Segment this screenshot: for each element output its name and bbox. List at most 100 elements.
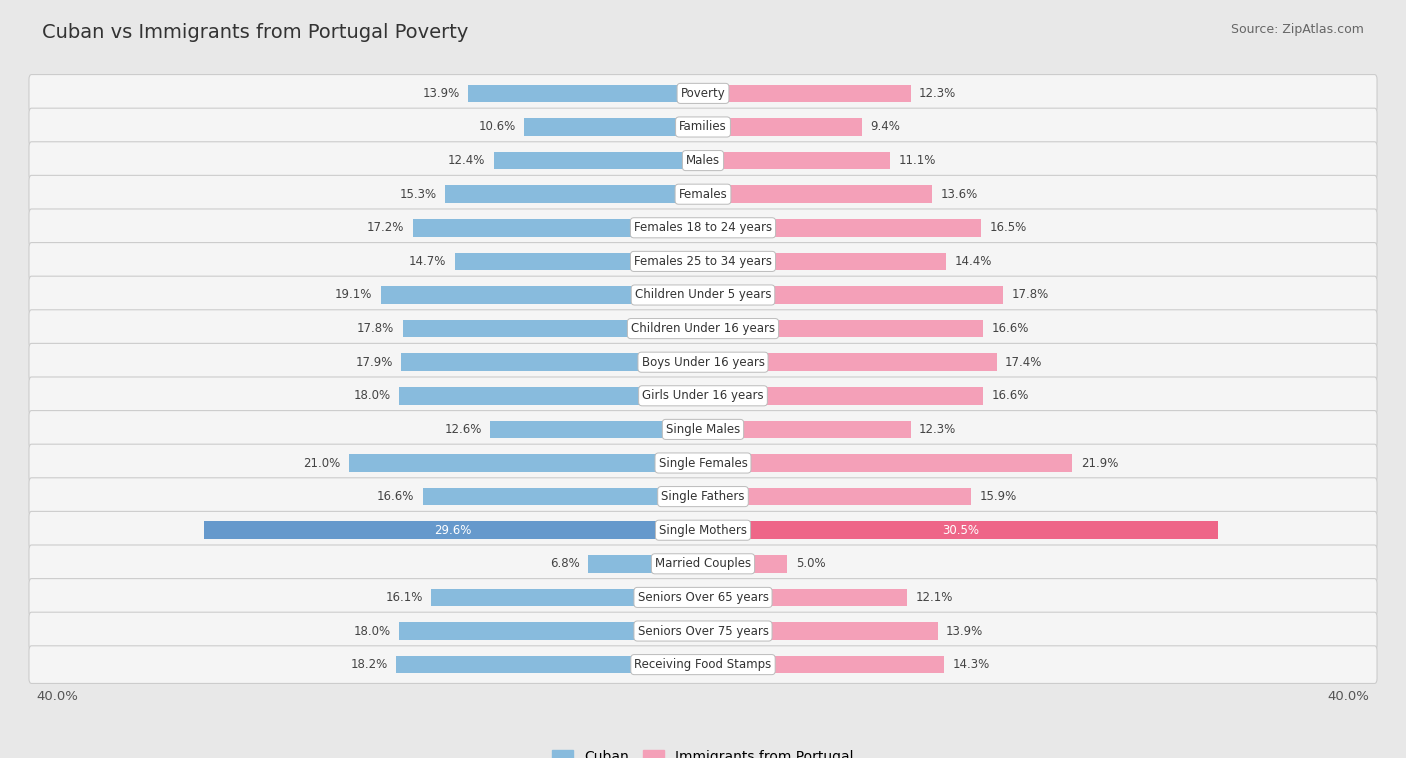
Text: 9.4%: 9.4% <box>870 121 900 133</box>
FancyBboxPatch shape <box>30 310 1376 347</box>
Text: Families: Families <box>679 121 727 133</box>
Text: 17.2%: 17.2% <box>367 221 405 234</box>
FancyBboxPatch shape <box>30 444 1376 482</box>
Text: 40.0%: 40.0% <box>37 690 79 703</box>
Bar <box>494 152 703 169</box>
Bar <box>703 152 890 169</box>
Bar <box>468 85 703 102</box>
Text: 14.7%: 14.7% <box>409 255 447 268</box>
Text: 30.5%: 30.5% <box>942 524 979 537</box>
Text: Single Females: Single Females <box>658 456 748 469</box>
Bar <box>432 589 703 606</box>
Bar <box>381 287 703 304</box>
Bar <box>204 522 703 539</box>
Text: Females 25 to 34 years: Females 25 to 34 years <box>634 255 772 268</box>
Text: 13.6%: 13.6% <box>941 188 979 201</box>
Text: 10.6%: 10.6% <box>478 121 516 133</box>
Bar <box>703 656 945 673</box>
Bar <box>402 320 703 337</box>
Text: Single Males: Single Males <box>666 423 740 436</box>
Text: Poverty: Poverty <box>681 87 725 100</box>
Text: 16.6%: 16.6% <box>991 390 1029 402</box>
Text: 12.3%: 12.3% <box>920 87 956 100</box>
Text: 13.9%: 13.9% <box>946 625 983 637</box>
Text: 16.6%: 16.6% <box>377 490 415 503</box>
Text: 17.4%: 17.4% <box>1005 356 1042 368</box>
Bar <box>349 454 703 471</box>
FancyBboxPatch shape <box>30 175 1376 213</box>
Text: 19.1%: 19.1% <box>335 289 373 302</box>
Text: Single Fathers: Single Fathers <box>661 490 745 503</box>
Legend: Cuban, Immigrants from Portugal: Cuban, Immigrants from Portugal <box>547 744 859 758</box>
Text: 40.0%: 40.0% <box>1327 690 1369 703</box>
Bar <box>703 454 1073 471</box>
Bar <box>703 320 983 337</box>
Text: Children Under 5 years: Children Under 5 years <box>634 289 772 302</box>
Text: 17.8%: 17.8% <box>357 322 394 335</box>
Bar <box>399 387 703 405</box>
Bar <box>703 555 787 572</box>
Text: 12.4%: 12.4% <box>449 154 485 167</box>
Text: Single Mothers: Single Mothers <box>659 524 747 537</box>
Text: 21.9%: 21.9% <box>1081 456 1118 469</box>
Text: Receiving Food Stamps: Receiving Food Stamps <box>634 658 772 671</box>
FancyBboxPatch shape <box>30 108 1376 146</box>
Text: 18.2%: 18.2% <box>350 658 388 671</box>
FancyBboxPatch shape <box>30 74 1376 112</box>
FancyBboxPatch shape <box>30 411 1376 448</box>
Text: 14.3%: 14.3% <box>953 658 990 671</box>
Text: 18.0%: 18.0% <box>354 625 391 637</box>
Text: 21.0%: 21.0% <box>304 456 340 469</box>
Bar <box>423 488 703 506</box>
Text: 6.8%: 6.8% <box>550 557 579 570</box>
Text: 16.5%: 16.5% <box>990 221 1026 234</box>
FancyBboxPatch shape <box>30 545 1376 583</box>
Bar <box>703 622 938 640</box>
FancyBboxPatch shape <box>30 276 1376 314</box>
Bar <box>703 522 1218 539</box>
Text: 5.0%: 5.0% <box>796 557 825 570</box>
Bar <box>491 421 703 438</box>
Text: Females 18 to 24 years: Females 18 to 24 years <box>634 221 772 234</box>
Bar <box>703 252 946 270</box>
Text: 12.6%: 12.6% <box>444 423 482 436</box>
Text: 11.1%: 11.1% <box>898 154 936 167</box>
Bar <box>588 555 703 572</box>
FancyBboxPatch shape <box>30 578 1376 616</box>
Bar <box>524 118 703 136</box>
FancyBboxPatch shape <box>30 377 1376 415</box>
Text: Children Under 16 years: Children Under 16 years <box>631 322 775 335</box>
Bar <box>703 488 972 506</box>
Text: 14.4%: 14.4% <box>955 255 991 268</box>
Text: 16.1%: 16.1% <box>385 591 423 604</box>
Text: 17.9%: 17.9% <box>356 356 392 368</box>
Text: 13.9%: 13.9% <box>423 87 460 100</box>
Text: Seniors Over 65 years: Seniors Over 65 years <box>637 591 769 604</box>
Bar <box>703 287 1004 304</box>
Bar <box>456 252 703 270</box>
Bar <box>703 353 997 371</box>
Bar <box>703 118 862 136</box>
FancyBboxPatch shape <box>30 343 1376 381</box>
Text: Females: Females <box>679 188 727 201</box>
Bar <box>444 186 703 203</box>
FancyBboxPatch shape <box>30 243 1376 280</box>
FancyBboxPatch shape <box>30 209 1376 246</box>
Bar <box>396 656 703 673</box>
FancyBboxPatch shape <box>30 646 1376 684</box>
Text: Source: ZipAtlas.com: Source: ZipAtlas.com <box>1230 23 1364 36</box>
Text: 16.6%: 16.6% <box>991 322 1029 335</box>
Text: Girls Under 16 years: Girls Under 16 years <box>643 390 763 402</box>
Text: 18.0%: 18.0% <box>354 390 391 402</box>
Text: 12.1%: 12.1% <box>915 591 953 604</box>
Bar <box>703 186 932 203</box>
Bar <box>703 85 911 102</box>
Text: Seniors Over 75 years: Seniors Over 75 years <box>637 625 769 637</box>
Bar <box>401 353 703 371</box>
Text: Cuban vs Immigrants from Portugal Poverty: Cuban vs Immigrants from Portugal Povert… <box>42 23 468 42</box>
Text: Males: Males <box>686 154 720 167</box>
FancyBboxPatch shape <box>30 512 1376 549</box>
Bar <box>703 219 981 236</box>
Text: 29.6%: 29.6% <box>434 524 472 537</box>
Bar <box>399 622 703 640</box>
